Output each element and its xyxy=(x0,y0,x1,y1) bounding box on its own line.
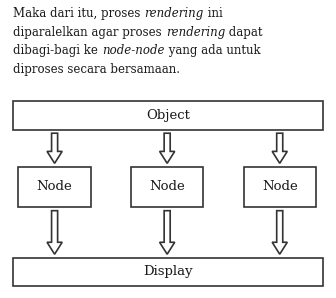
Text: Maka dari itu, proses: Maka dari itu, proses xyxy=(13,7,144,21)
Polygon shape xyxy=(160,211,175,254)
Bar xyxy=(13,101,323,130)
Text: diparalelkan agar proses: diparalelkan agar proses xyxy=(13,26,166,39)
Text: Display: Display xyxy=(143,266,193,278)
Text: Node: Node xyxy=(149,181,185,193)
Text: rendering: rendering xyxy=(144,7,204,21)
Text: yang ada untuk: yang ada untuk xyxy=(165,44,260,58)
Text: dapat: dapat xyxy=(225,26,262,39)
Text: Node: Node xyxy=(37,181,73,193)
Text: Object: Object xyxy=(146,109,190,122)
Bar xyxy=(18,167,91,207)
Text: dibagi-bagi ke: dibagi-bagi ke xyxy=(13,44,102,58)
Text: node-node: node-node xyxy=(102,44,165,58)
Bar xyxy=(131,167,203,207)
Bar xyxy=(244,167,316,207)
Polygon shape xyxy=(160,133,175,163)
Text: ini: ini xyxy=(204,7,222,21)
Text: diproses secara bersamaan.: diproses secara bersamaan. xyxy=(13,63,180,76)
Polygon shape xyxy=(272,133,287,163)
Polygon shape xyxy=(47,211,62,254)
Text: rendering: rendering xyxy=(166,26,225,39)
Text: Node: Node xyxy=(262,181,298,193)
Bar xyxy=(13,258,323,286)
Polygon shape xyxy=(47,133,62,163)
Polygon shape xyxy=(272,211,287,254)
